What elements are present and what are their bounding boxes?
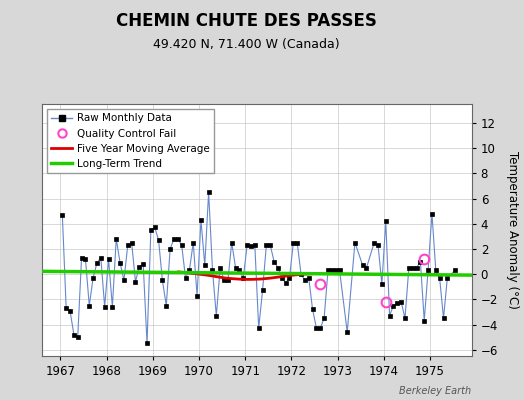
Y-axis label: Temperature Anomaly (°C): Temperature Anomaly (°C) [506, 151, 519, 309]
Text: CHEMIN CHUTE DES PASSES: CHEMIN CHUTE DES PASSES [116, 12, 377, 30]
Text: 49.420 N, 71.400 W (Canada): 49.420 N, 71.400 W (Canada) [153, 38, 340, 51]
Text: Berkeley Earth: Berkeley Earth [399, 386, 472, 396]
Legend: Raw Monthly Data, Quality Control Fail, Five Year Moving Average, Long-Term Tren: Raw Monthly Data, Quality Control Fail, … [47, 109, 214, 173]
